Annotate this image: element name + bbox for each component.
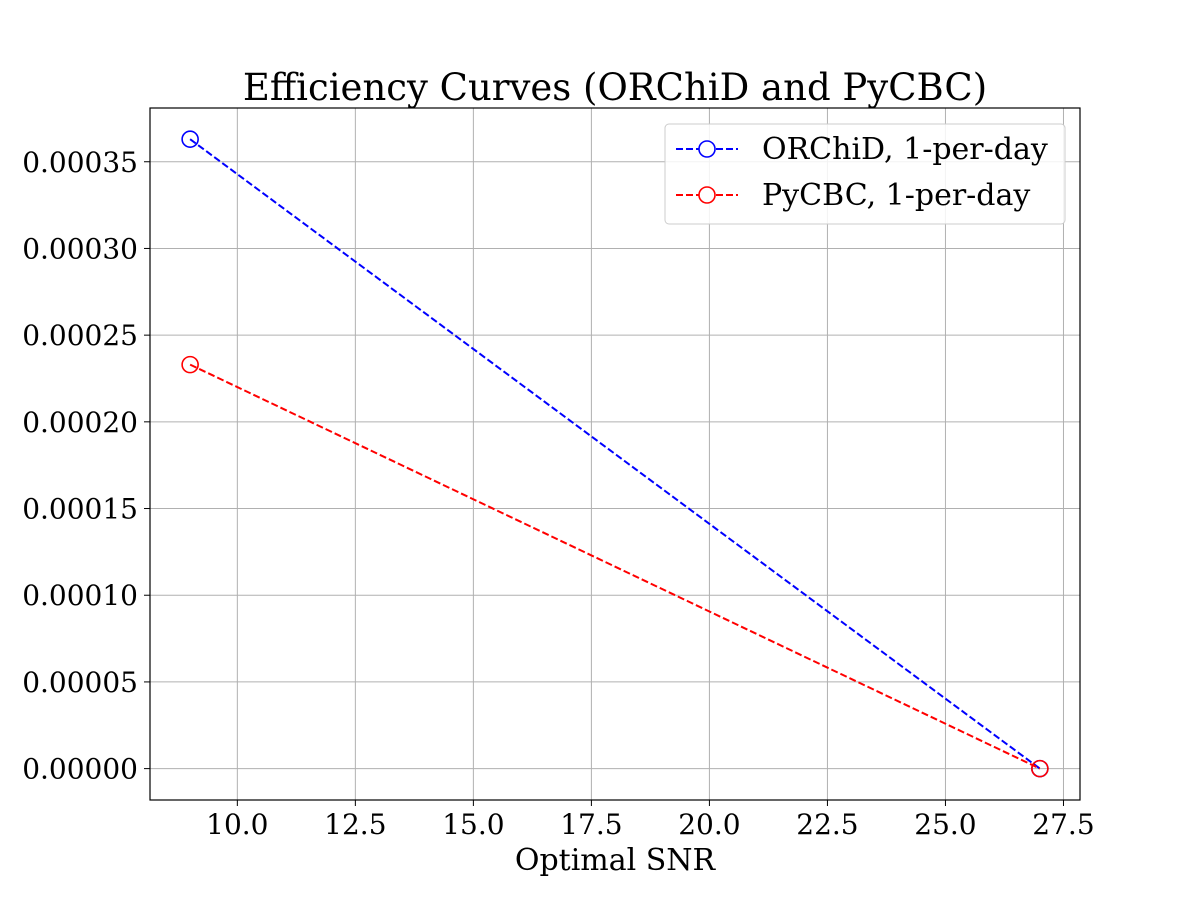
y-tick-label: 0.00000	[22, 753, 138, 786]
legend-label: PyCBC, 1-per-day	[762, 178, 1030, 213]
series-layer	[181, 130, 1049, 778]
y-tick-label: 0.00025	[22, 319, 138, 352]
data-point	[181, 130, 199, 149]
series-line	[189, 363, 1041, 770]
legend-box	[664, 123, 1066, 225]
x-tick-label: 10.0	[206, 808, 268, 841]
legend-entry: PyCBC, 1-per-day	[676, 178, 1030, 213]
x-tick-label: 20.0	[678, 808, 740, 841]
legend-marker	[698, 186, 716, 204]
series-line	[189, 138, 1041, 770]
ticks: 10.0 12.5 15.0 17.5 20.0 22.5 25.0 27.5 0.00000 0…	[22, 146, 1094, 841]
x-tick-label: 22.5	[796, 808, 858, 841]
x-tick-label: 25.0	[914, 808, 976, 841]
x-axis-label: Optimal SNR	[515, 843, 717, 878]
plot-frame	[149, 107, 1081, 801]
x-tick-label: 17.5	[560, 808, 622, 841]
x-tick-label: 15.0	[442, 808, 504, 841]
y-tick-label: 0.00030	[22, 232, 138, 265]
x-tick-label: 12.5	[324, 808, 386, 841]
legend-marker	[698, 140, 716, 158]
y-tick-label: 0.00010	[22, 579, 138, 612]
y-tick-label: 0.00015	[22, 493, 138, 526]
y-tick-label: 0.00005	[22, 666, 138, 699]
data-point	[1031, 759, 1049, 778]
y-tick-label: 0.00020	[22, 406, 138, 439]
chart-title: Efficiency Curves (ORChiD and PyCBC)	[243, 66, 987, 109]
x-tick-label: 27.5	[1032, 808, 1094, 841]
legend-label: ORChiD, 1-per-day	[762, 132, 1048, 167]
series-0	[181, 130, 1049, 778]
legend: ORChiD, 1-per-day PyCBC, 1-per-day	[664, 123, 1066, 225]
y-tick-label: 0.00035	[22, 146, 138, 179]
series-1	[181, 355, 1049, 778]
legend-entry: ORChiD, 1-per-day	[676, 132, 1048, 167]
data-point	[181, 355, 199, 374]
